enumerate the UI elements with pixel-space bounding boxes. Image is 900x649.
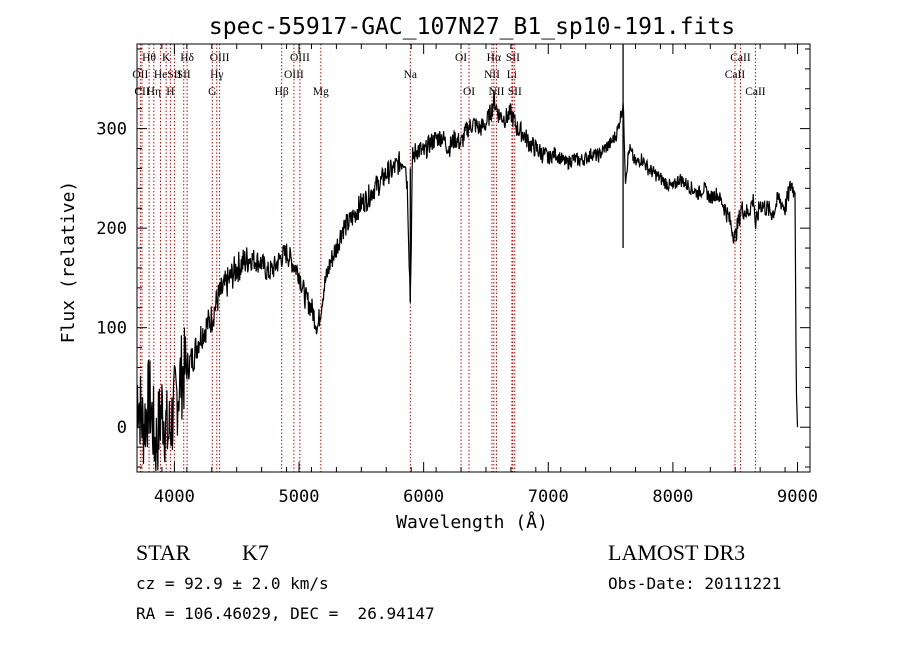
marker-label: Hγ (210, 69, 223, 81)
x-tick-label: 7000 (528, 487, 569, 507)
marker-label: Hη (147, 86, 161, 98)
marker-label: Hα (487, 52, 501, 64)
marker-label: OIII (290, 52, 310, 64)
marker-label: SII (167, 69, 181, 81)
marker-label: NII (488, 86, 504, 98)
plot-frame (136, 43, 811, 473)
marker-label: CaII (730, 52, 751, 64)
x-tick-label: 6000 (403, 487, 444, 507)
axes: 4000 5000 6000 7000 8000 9000 0 100 200 300 (96, 44, 818, 507)
marker-label: OIII (210, 52, 230, 64)
marker-label: SII (506, 52, 520, 64)
marker-label: OIII (284, 69, 304, 81)
y-axis-label: Flux (relative) (58, 181, 79, 344)
marker-label: CaII (745, 86, 766, 98)
marker-label: Hθ (142, 52, 156, 64)
marker-label: CaII (725, 69, 746, 81)
x-axis-label: Wavelength (Å) (396, 511, 548, 533)
marker-label: OII (132, 69, 148, 81)
coordinates: RA = 106.46029, DEC = 26.94147 (136, 604, 435, 623)
x-tick-label: 5000 (279, 487, 320, 507)
marker-label: Na (404, 69, 417, 81)
marker-label: OI (455, 52, 467, 64)
marker-label: OI (463, 86, 475, 98)
chart-title: spec-55917-GAC_107N27_B1_sp10-191.fits (209, 14, 735, 40)
marker-label: Mg (313, 86, 329, 98)
redshift-velocity: cz = 92.9 ± 2.0 km/s (136, 574, 329, 593)
object-subclass: K7 (242, 540, 269, 565)
marker-label: He (154, 69, 167, 81)
marker-label: SII (177, 69, 191, 81)
marker-label: NII (484, 69, 500, 81)
marker-label: SII (508, 86, 522, 98)
object-class: STAR (136, 540, 191, 565)
survey-name: LAMOST DR3 (608, 540, 746, 565)
x-tick-label: 9000 (777, 487, 818, 507)
x-tick-label: 4000 (154, 487, 195, 507)
observation-date: Obs-Date: 20111221 (608, 574, 782, 593)
marker-label: K (162, 52, 171, 64)
y-tick-label: 100 (96, 319, 127, 339)
y-tick-label: 0 (117, 418, 127, 438)
y-tick-label: 300 (96, 120, 127, 140)
y-tick-label: 200 (96, 219, 127, 239)
x-tick-label: 8000 (652, 487, 693, 507)
marker-label: G (208, 86, 216, 98)
marker-label: Hβ (275, 86, 289, 98)
marker-label: Hδ (180, 52, 194, 64)
marker-label: Li (507, 69, 517, 81)
flux-series-line (136, 90, 799, 472)
marker-label: H (166, 86, 174, 98)
